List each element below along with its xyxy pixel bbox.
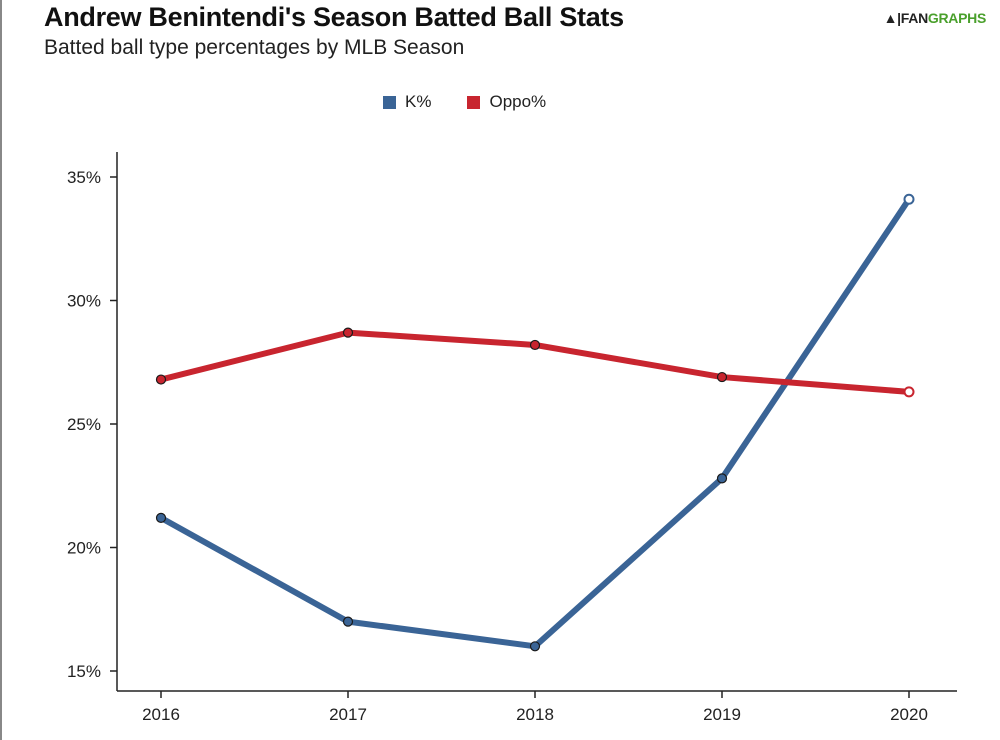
y-tick-label: 25% [67,415,101,434]
data-point-oppo-pct[interactable] [903,386,915,398]
x-tick-label: 2016 [142,705,180,724]
x-axis-ticks: 2016 2017 2018 2019 2020 [142,691,928,724]
chart-subtitle: Batted ball type percentages by MLB Seas… [44,36,465,59]
y-tick-label: 15% [67,662,101,681]
legend-item-k-pct[interactable]: K% [383,92,431,112]
left-frame-border [0,0,2,740]
y-axis-ticks: 15% 20% 25% 30% 35% [67,168,117,681]
data-point-k-pct[interactable] [716,473,728,484]
y-tick-label: 20% [67,539,101,558]
legend-label-oppo-pct: Oppo% [489,92,547,111]
fangraphs-logo: ▲|FANGRAPHS [883,10,987,26]
data-point-oppo-pct[interactable] [716,371,728,383]
series-group [155,193,915,652]
data-point-k-pct[interactable] [529,641,541,652]
data-point-k-pct[interactable] [342,616,354,627]
data-point-k-pct[interactable] [903,193,915,205]
legend-swatch-oppo-pct [467,95,481,109]
logo-text-fan: FAN [900,10,928,26]
x-tick-label: 2020 [890,705,928,724]
legend-item-oppo-pct[interactable]: Oppo% [467,92,546,112]
logo-mark-icon: ▲| [883,10,901,26]
y-tick-label: 35% [67,168,101,187]
data-point-oppo-pct[interactable] [155,374,167,385]
data-point-k-pct[interactable] [155,512,167,523]
legend-label-k-pct: K% [405,92,432,111]
chart-legend: K% Oppo% [383,91,582,113]
data-point-oppo-pct[interactable] [529,339,541,351]
data-point-oppo-pct[interactable] [342,327,354,338]
y-tick-label: 30% [67,292,101,311]
x-tick-label: 2019 [703,705,741,724]
logo-text-graphs: GRAPHS [927,10,986,26]
series-line-k-pct [158,196,912,650]
x-tick-label: 2018 [516,705,554,724]
chart-title: Andrew Benintendi's Season Batted Ball S… [44,2,624,32]
x-tick-label: 2017 [329,705,367,724]
legend-swatch-k-pct [383,95,396,109]
